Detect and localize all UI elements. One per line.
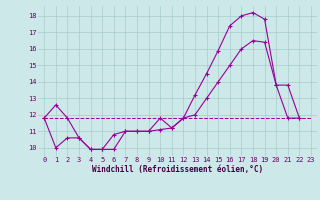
- X-axis label: Windchill (Refroidissement éolien,°C): Windchill (Refroidissement éolien,°C): [92, 165, 263, 174]
